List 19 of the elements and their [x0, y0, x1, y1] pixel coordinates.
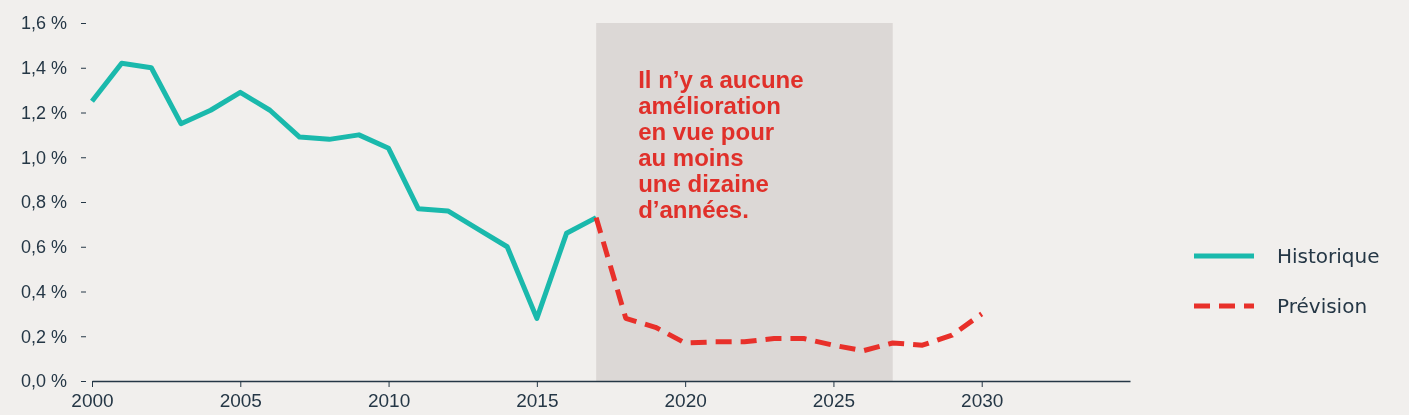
y-tick-label: 0,4 % [20, 281, 67, 302]
y-tick-label: 1,4 % [20, 58, 67, 79]
x-tick-label: 2025 [812, 390, 856, 412]
y-tick-label: 0,6 % [20, 237, 67, 258]
y-tick-label: 1,6 % [20, 13, 67, 34]
y-tick-label: 0,0 % [20, 371, 67, 392]
x-tick-label: 2010 [367, 390, 411, 412]
y-tick-label: 1,2 % [20, 102, 67, 123]
y-tick-label: 0,8 % [20, 192, 67, 213]
x-tick-label: 2020 [664, 390, 707, 412]
band-label: Il n’y a aucune amélioration en vue pour au moins une dizaine d’années. [638, 66, 804, 223]
x-tick-label: 2005 [219, 390, 262, 412]
y-tick-label: 1,0 % [20, 147, 67, 168]
x-tick-label: 2000 [71, 390, 114, 412]
x-tick-label: 2015 [516, 390, 559, 412]
x-tick-label: 2030 [961, 390, 1004, 412]
legend-label: Historique [1277, 244, 1380, 268]
y-tick-label: 0,2 % [20, 326, 67, 347]
legend-label: Prévision [1277, 294, 1368, 318]
